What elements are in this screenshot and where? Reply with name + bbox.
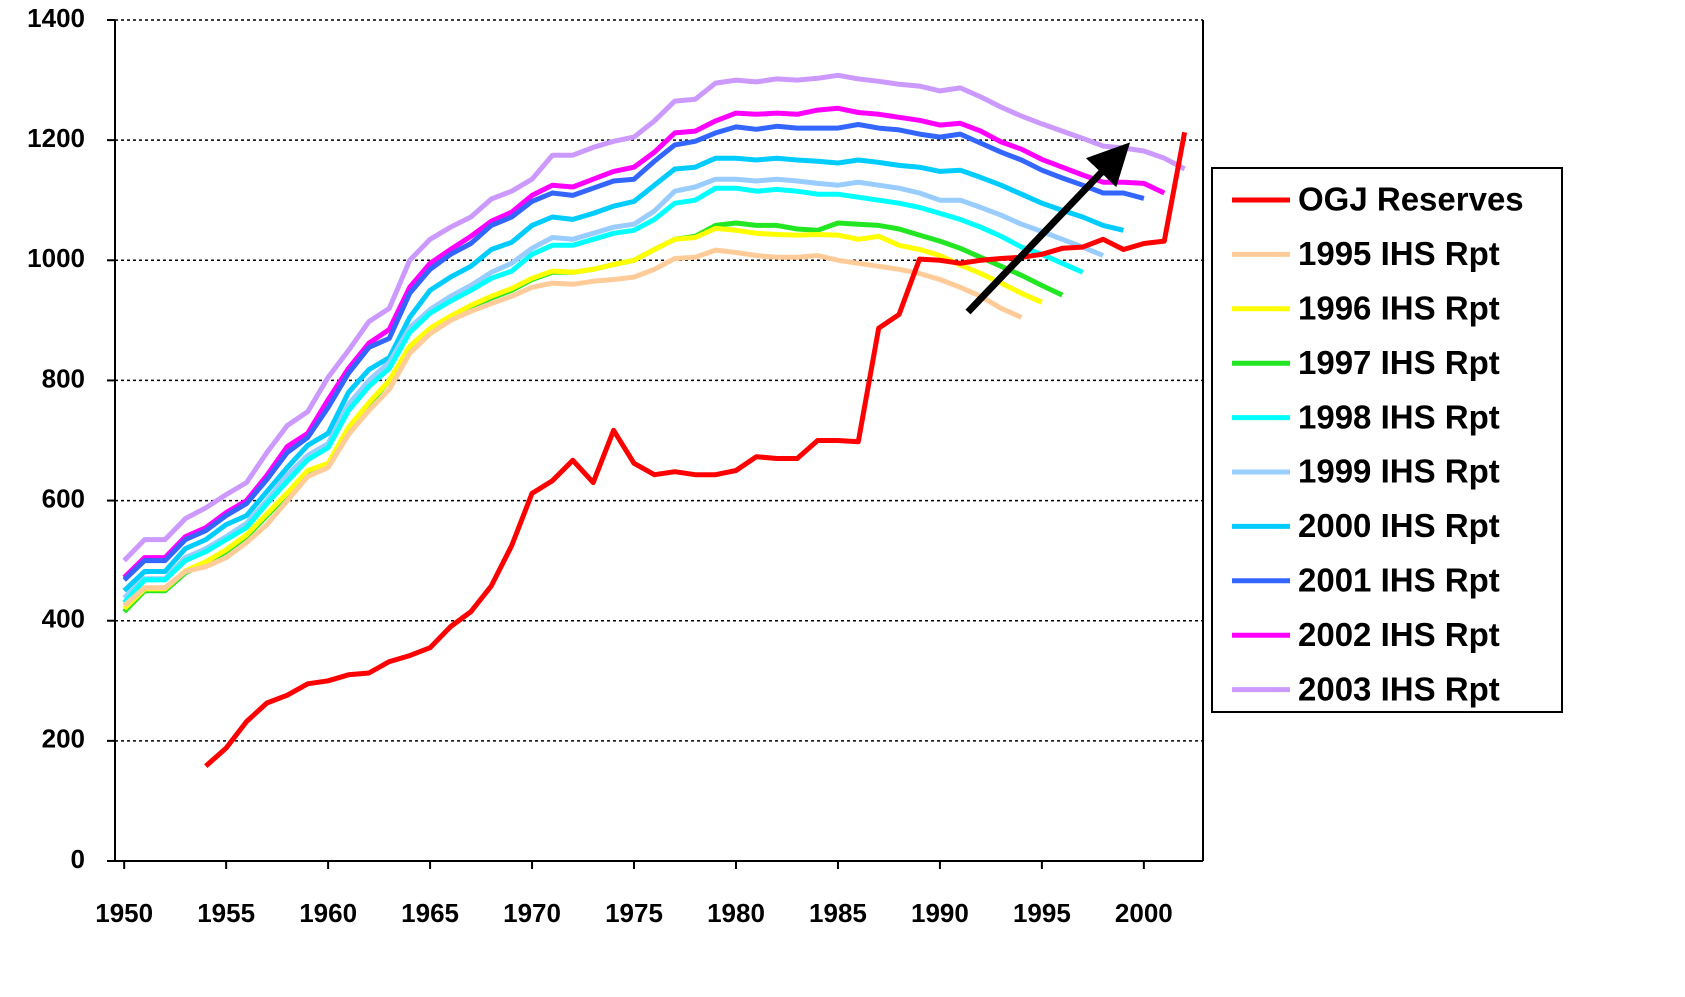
x-tick-label: 1950	[95, 898, 153, 928]
y-tick-label: 1200	[27, 123, 85, 153]
x-tick-label: 1965	[401, 898, 459, 928]
x-tick-label: 1955	[197, 898, 255, 928]
y-tick-label: 1400	[27, 3, 85, 33]
y-tick-label: 800	[42, 363, 85, 393]
series-line	[204, 131, 1188, 768]
x-tick-label: 1960	[299, 898, 357, 928]
legend-label: 2002 IHS Rpt	[1298, 616, 1500, 653]
x-tick-label: 1990	[911, 898, 969, 928]
legend-label: 2000 IHS Rpt	[1298, 507, 1500, 544]
series-line	[122, 105, 1166, 580]
lines	[122, 72, 1188, 768]
arrow-annotation	[965, 142, 1131, 315]
y-tick-label: 0	[71, 844, 85, 874]
x-tick-label: 1975	[605, 898, 663, 928]
series-line	[122, 225, 1043, 611]
grid: 0 200 400 600 800 1000 1200 1400 1950 1955 1960 196…	[27, 3, 1204, 928]
legend-label: 2003 IHS Rpt	[1298, 670, 1500, 707]
x-tick-label: 1980	[707, 898, 765, 928]
y-tick-label: 1000	[27, 243, 85, 273]
series-line	[122, 185, 1084, 605]
x-tick-label: 1985	[809, 898, 867, 928]
legend-box	[1211, 167, 1563, 713]
y-tick-label: 400	[42, 604, 85, 634]
x-tick-label: 2000	[1115, 898, 1173, 928]
series-line	[122, 122, 1145, 582]
legend-label: 1999 IHS Rpt	[1298, 453, 1500, 490]
x-tick-label: 1970	[503, 898, 561, 928]
legend-label: 1998 IHS Rpt	[1298, 398, 1500, 435]
legend: OGJ Reserves 1995 IHS Rpt 1996 IHS Rpt 1997…	[1211, 167, 1563, 713]
legend-label: 2001 IHS Rpt	[1298, 562, 1500, 599]
series-line	[122, 176, 1105, 600]
series-line	[122, 155, 1125, 593]
legend-label: OGJ Reserves	[1298, 181, 1524, 218]
y-tick-label: 200	[42, 724, 85, 754]
y-tick-label: 600	[42, 483, 85, 513]
series-line	[122, 72, 1186, 563]
legend-label: 1996 IHS Rpt	[1298, 290, 1500, 327]
series-line	[122, 247, 1023, 608]
x-tick-label: 1995	[1013, 898, 1071, 928]
legend-label: 1997 IHS Rpt	[1298, 344, 1500, 381]
legend-label: 1995 IHS Rpt	[1298, 235, 1500, 272]
